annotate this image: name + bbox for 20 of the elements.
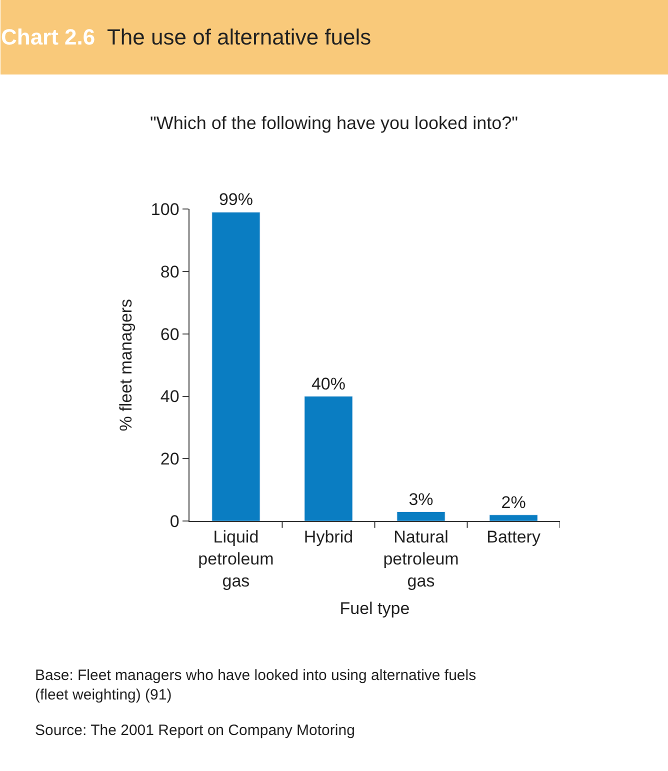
x-tick-label: Hybrid [304, 528, 354, 547]
x-tick-label: Liquid petroleum gas [198, 528, 274, 591]
text: Base: Fleet managers who have looked into using alternative fuels (fleet weighting) (91) [35, 667, 476, 704]
y-axis-title: % fleet managers [116, 298, 136, 432]
data-label: 2% [501, 492, 526, 512]
x-tick-label: Natural petroleum gas [383, 528, 459, 591]
y-tick-label: 20 [160, 450, 180, 469]
source-note: Source: The 2001 Report on Company Motoring [35, 722, 355, 739]
y-tick-label: 0 [170, 512, 180, 532]
data-label: 40% [311, 374, 346, 394]
y-tick-label: 40 [160, 387, 180, 406]
chart-title: Chart 2.6 The use of alternative fuels [1, 24, 372, 50]
data-label: 99% [218, 190, 253, 210]
x-tick-label: Battery [486, 528, 541, 547]
y-tick-label: 100 [150, 200, 180, 219]
x-axis-title: Fuel type [340, 599, 410, 618]
y-tick-label: 80 [160, 262, 180, 282]
chart-subtitle: "Which of the following have you looked into?" [150, 113, 518, 133]
y-tick-label: 60 [160, 324, 180, 344]
data-label: 3% [408, 490, 434, 509]
